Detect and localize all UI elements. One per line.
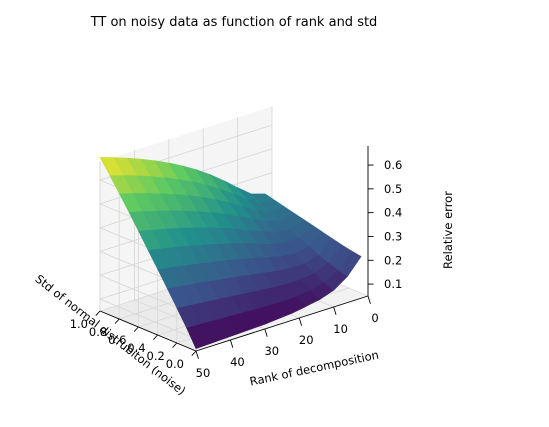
y-tick-label: 0.4 [127, 341, 145, 355]
y-tick-label: 0.0 [166, 357, 184, 371]
chart-title: TT on noisy data as function of rank and… [90, 15, 378, 30]
x-tick-label: 0 [371, 311, 378, 325]
tick-labels: 010203040500.00.20.40.60.81.00.10.20.30.… [70, 158, 403, 380]
z-tick-label: 0.5 [384, 182, 402, 196]
y-tick-label: 0.6 [108, 333, 126, 347]
y-tick-label-mark [191, 350, 197, 356]
y-tick-label-mark [95, 310, 101, 316]
y-axis-line [99, 310, 197, 352]
y-tick-label-mark [172, 342, 178, 348]
surface [99, 157, 362, 349]
y-tick-label: 0.8 [89, 325, 107, 339]
y-tick-label-mark [153, 334, 158, 340]
z-tick-label: 0.2 [384, 253, 402, 267]
x-axis-line [195, 295, 369, 352]
x-tick-label-mark [333, 306, 337, 315]
z-axis-label: Relative error [441, 191, 455, 269]
z-tick-label: 0.3 [384, 229, 402, 243]
x-tick-label-mark [229, 339, 234, 348]
grid-line-error [99, 298, 197, 340]
y-tick-label: 0.2 [147, 349, 165, 363]
x-tick-label: 40 [230, 355, 245, 369]
z-tick-label: 0.4 [384, 206, 402, 220]
x-tick-label-mark [264, 328, 268, 337]
x-tick-label: 30 [264, 344, 279, 358]
x-tick-label: 10 [333, 322, 348, 336]
x-tick-label-mark [298, 317, 303, 326]
surface-patch [250, 193, 276, 204]
x-tick-label: 50 [196, 366, 211, 380]
x-tick-label-mark [367, 295, 371, 304]
y-tick-label: 1.0 [70, 317, 88, 331]
y-tick-label-mark [133, 326, 139, 332]
axis-spines [95, 146, 374, 359]
y-tick-label-mark [114, 318, 120, 324]
x-tick-label: 20 [299, 333, 314, 347]
z-tick-label: 0.1 [384, 277, 402, 291]
z-tick-label: 0.6 [384, 158, 402, 172]
x-tick-label-mark [195, 350, 199, 359]
